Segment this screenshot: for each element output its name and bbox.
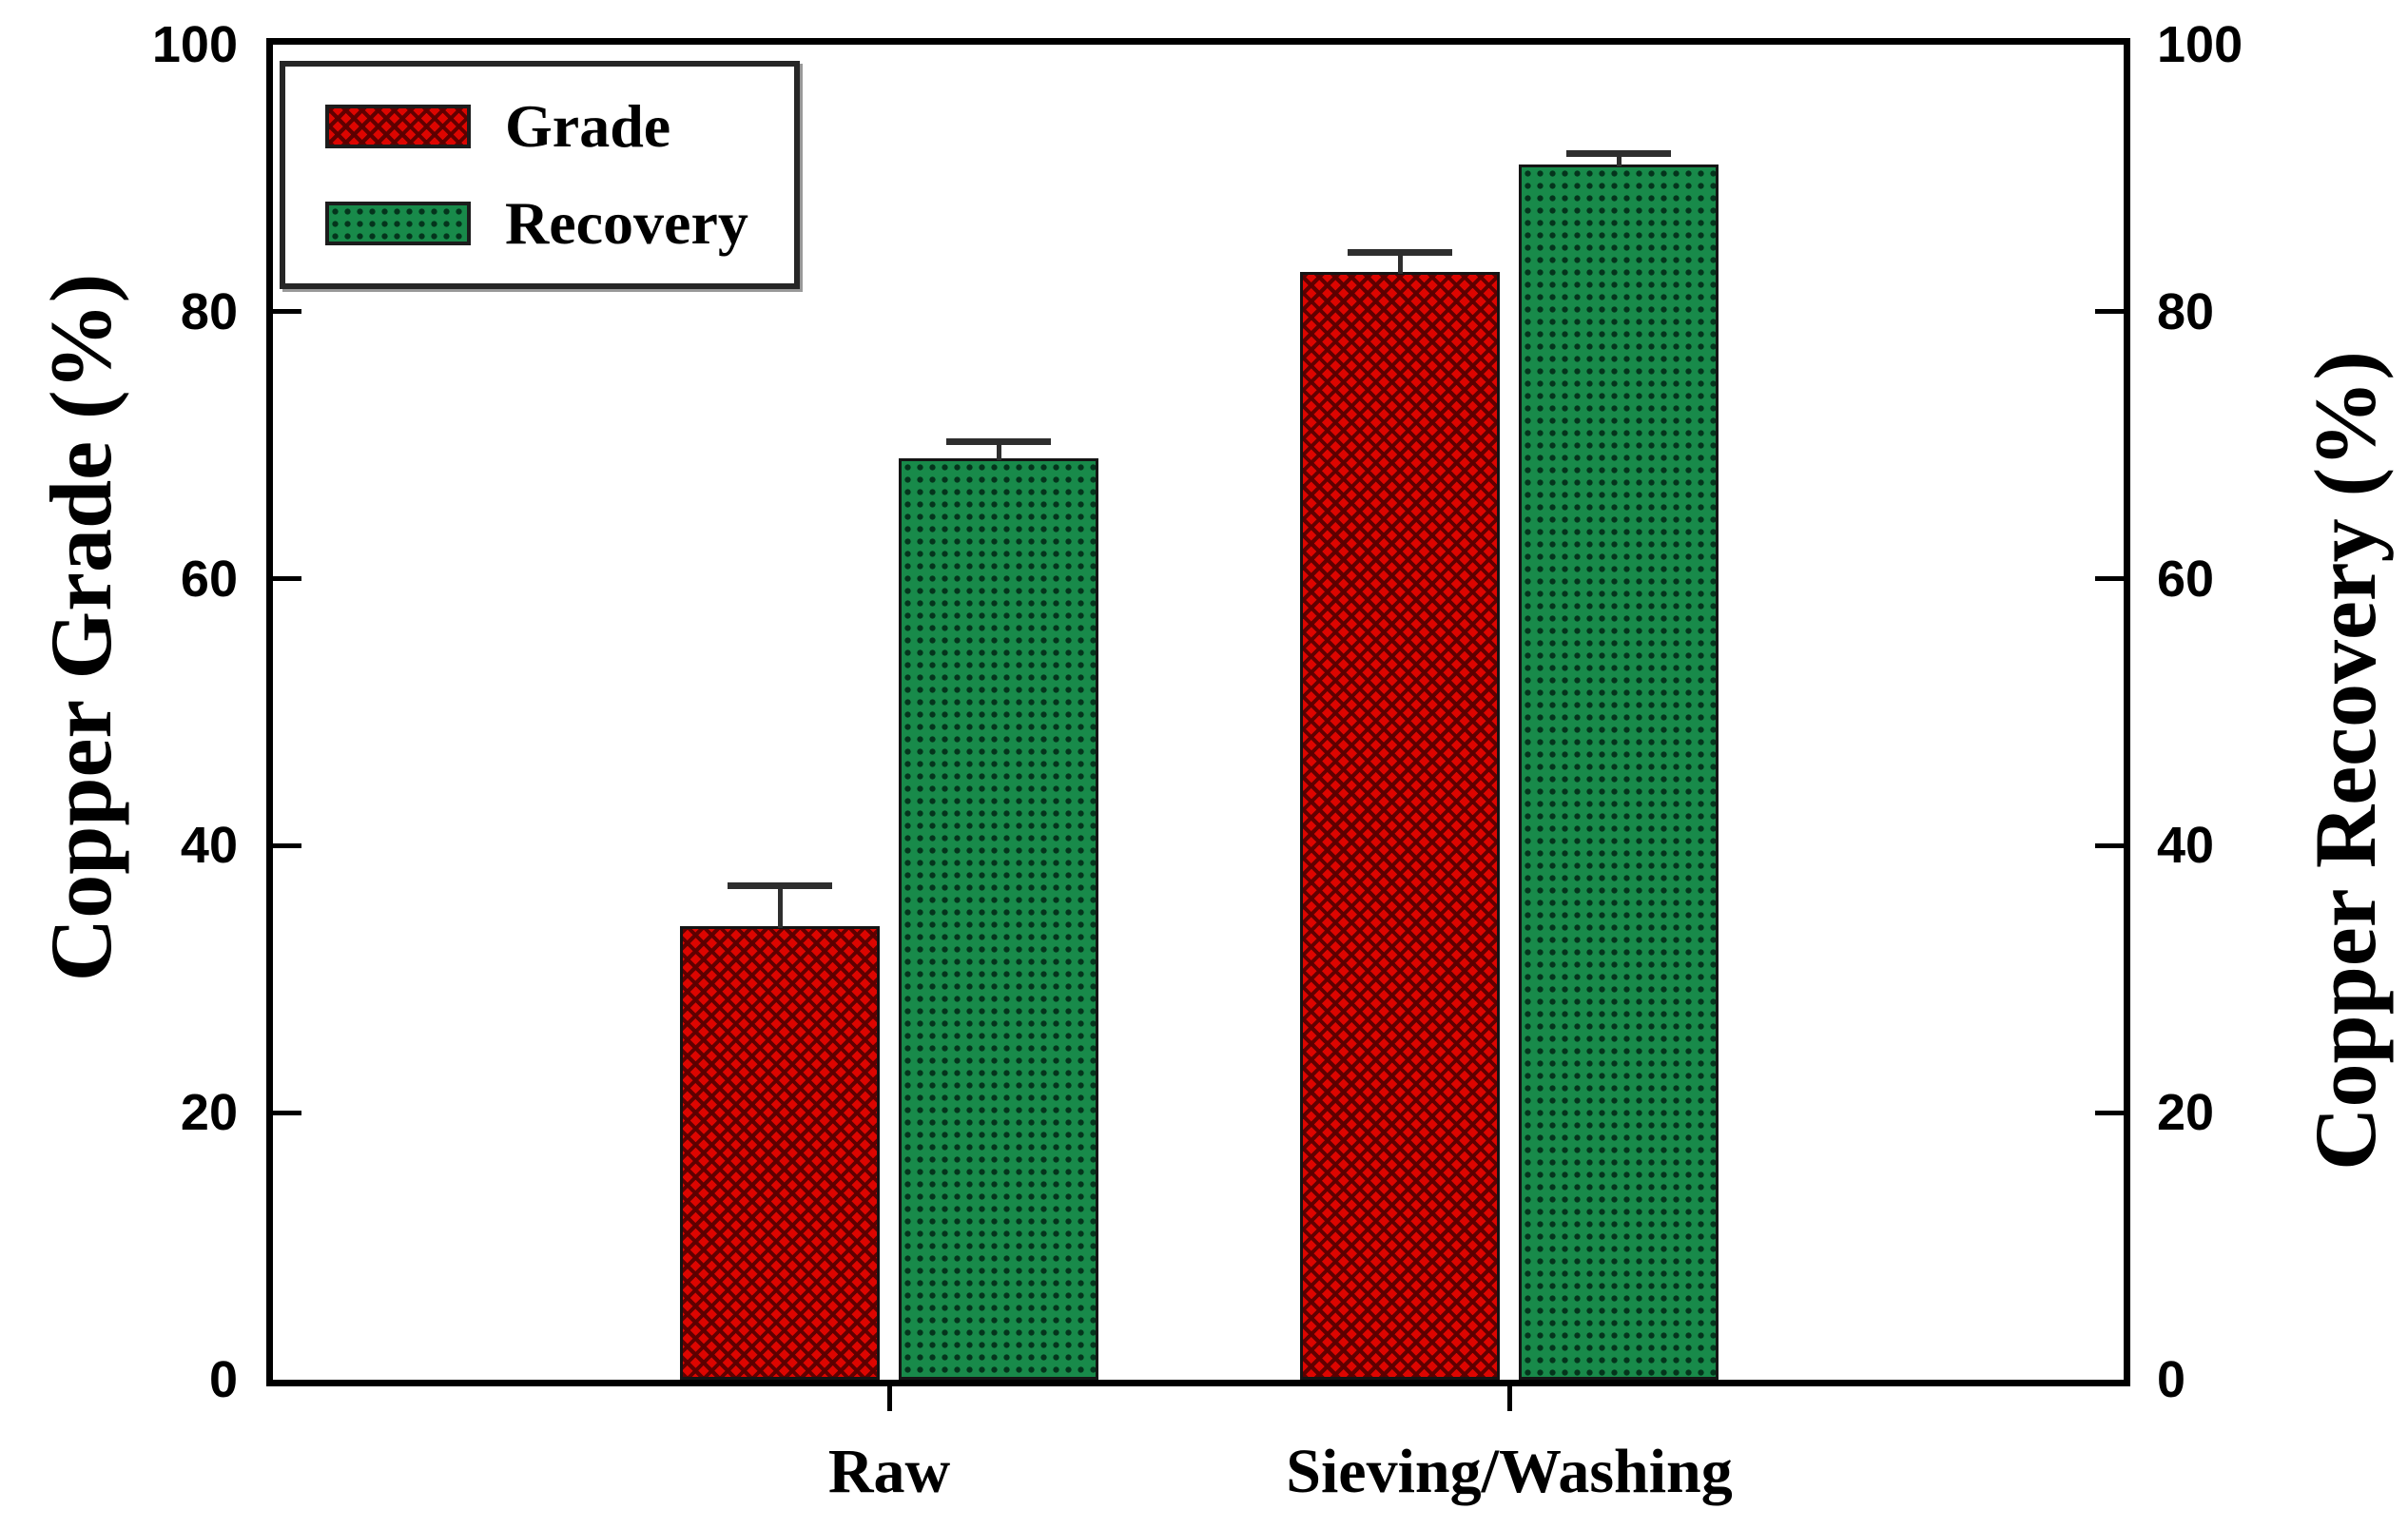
- left-axis-title: Copper Grade (%): [32, 273, 129, 982]
- y-tick-left-60: [273, 576, 301, 582]
- right-axis-title: Copper Recovery (%): [2297, 351, 2394, 1171]
- y-tick-label-right-100: 100: [2157, 16, 2243, 73]
- x-tick-sieving-washing: [1506, 1386, 1512, 1411]
- y-tick-label-right-80: 80: [2157, 282, 2215, 340]
- legend-row-grade: Grade: [325, 96, 794, 157]
- error-cap-recovery-raw: [946, 438, 1051, 446]
- bar-recovery-raw: [899, 458, 1098, 1380]
- y-tick-left-80: [273, 309, 301, 315]
- error-cap-grade-raw: [728, 881, 832, 889]
- y-tick-label-left-100: 100: [151, 16, 238, 73]
- error-cap-grade-sieving-washing: [1348, 249, 1452, 257]
- y-tick-label-left-40: 40: [180, 817, 238, 875]
- y-tick-label-right-20: 20: [2157, 1084, 2215, 1142]
- y-tick-left-20: [273, 1110, 301, 1115]
- y-tick-label-left-20: 20: [180, 1084, 238, 1142]
- error-stem-grade-sieving-washing: [1397, 253, 1403, 274]
- x-category-label-sieving-washing: Sieving/Washing: [1286, 1437, 1733, 1506]
- bar-recovery-sieving-washing: [1519, 165, 1719, 1380]
- y-tick-label-right-60: 60: [2157, 550, 2215, 608]
- y-tick-label-right-40: 40: [2157, 817, 2215, 875]
- x-category-label-raw: Raw: [827, 1437, 951, 1506]
- bar-grade-raw: [680, 925, 880, 1380]
- legend-swatch-grade-icon: [325, 105, 471, 148]
- bar-grade-sieving-washing: [1300, 271, 1500, 1380]
- legend-label-recovery: Recovery: [505, 189, 748, 257]
- y-tick-right-40: [2095, 842, 2124, 848]
- y-tick-label-left-80: 80: [180, 282, 238, 340]
- legend-swatch-recovery-icon: [325, 202, 471, 245]
- legend-row-recovery: Recovery: [325, 193, 794, 254]
- y-tick-label-left-0: 0: [208, 1351, 238, 1408]
- error-stem-recovery-raw: [996, 442, 1001, 461]
- error-stem-recovery-sieving-washing: [1616, 154, 1622, 167]
- x-tick-raw: [886, 1386, 892, 1411]
- y-tick-right-20: [2095, 1110, 2124, 1115]
- y-tick-left-40: [273, 842, 301, 848]
- y-tick-label-right-0: 0: [2157, 1351, 2186, 1408]
- legend: Grade Recovery: [280, 61, 800, 289]
- error-stem-grade-raw: [777, 885, 783, 928]
- y-tick-label-left-60: 60: [180, 550, 238, 608]
- y-tick-right-60: [2095, 576, 2124, 582]
- y-tick-right-80: [2095, 309, 2124, 315]
- error-cap-recovery-sieving-washing: [1566, 150, 1671, 158]
- legend-label-grade: Grade: [505, 92, 671, 160]
- plot-area: [266, 38, 2130, 1386]
